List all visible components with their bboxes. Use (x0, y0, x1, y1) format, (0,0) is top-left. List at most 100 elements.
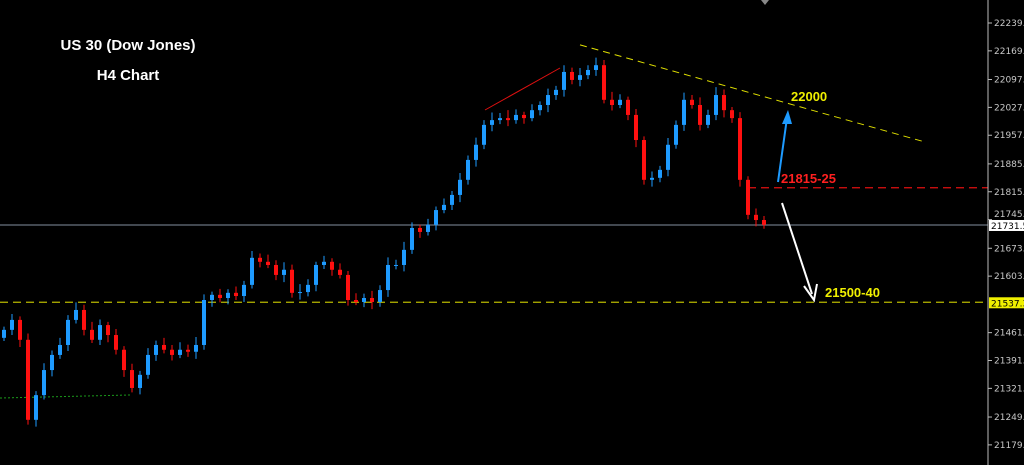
candle (394, 259, 398, 270)
candle (282, 262, 286, 283)
candle-body (42, 370, 46, 396)
target-up-label: 22000 (791, 89, 827, 104)
candle-body (538, 104, 542, 111)
candle (50, 350, 54, 377)
y-tick-label: 21179.0 (994, 441, 1024, 451)
candle (162, 337, 166, 354)
candle-body (410, 227, 414, 250)
candle-body (626, 99, 630, 115)
candle-body (690, 99, 694, 105)
candle-body (546, 95, 550, 105)
candle-body (98, 325, 102, 340)
candle-body (154, 344, 158, 355)
candle-body (610, 99, 614, 105)
candle-body (282, 269, 286, 275)
candle-body (90, 329, 94, 340)
candle-body (122, 349, 126, 371)
candle-body (106, 325, 110, 336)
candle (34, 391, 38, 427)
candle (242, 280, 246, 302)
y-tick-label: 21321.0 (994, 384, 1024, 394)
candle-body (642, 140, 646, 180)
candle (170, 344, 174, 361)
candle-body (698, 104, 702, 125)
candle (530, 104, 534, 122)
candle-body (58, 344, 62, 355)
candle (490, 112, 494, 132)
candle-body (266, 261, 270, 265)
candle (754, 208, 758, 227)
candle (426, 218, 430, 236)
candle-body (650, 177, 654, 180)
candle-body (306, 284, 310, 293)
candle (746, 176, 750, 220)
candle-body (554, 89, 558, 96)
candle (234, 286, 238, 301)
candle-body (522, 114, 526, 119)
candle (42, 363, 46, 400)
candle (370, 290, 374, 310)
trendline-green (0, 394, 131, 399)
candle (434, 206, 438, 231)
candle (10, 313, 14, 336)
candle-body (74, 309, 78, 320)
candle-body (146, 354, 150, 375)
candle-body (426, 224, 430, 232)
candle (90, 321, 94, 343)
candle (514, 109, 518, 124)
candle (18, 316, 22, 347)
candle-body (346, 274, 350, 301)
candle-body (746, 179, 750, 215)
candle-body (178, 349, 182, 355)
candle (154, 340, 158, 361)
candle (762, 216, 766, 229)
candle (642, 136, 646, 185)
candle-body (274, 264, 278, 275)
candle-body (162, 344, 166, 350)
candle-body (290, 269, 294, 293)
candle (290, 264, 294, 298)
candle-body (362, 298, 366, 302)
y-tick-label: 21391.0 (994, 357, 1024, 367)
down-arrow (781, 202, 818, 303)
candle (386, 257, 390, 297)
bid-price-label: 21731.5 (991, 222, 1024, 232)
candle (458, 173, 462, 203)
candle-body (186, 349, 190, 352)
candle (682, 92, 686, 131)
candle-body (706, 114, 710, 125)
candle-body (26, 339, 30, 420)
candle-body (570, 71, 574, 80)
candle-body (418, 227, 422, 232)
scroll-marker-icon[interactable] (761, 0, 769, 5)
candle-body (34, 395, 38, 420)
candle-body (434, 210, 438, 225)
y-tick-label: 22097.0 (994, 76, 1024, 86)
candle-body (498, 118, 502, 121)
candle-body (210, 294, 214, 301)
candle-body (634, 114, 638, 141)
candle (618, 94, 622, 109)
bid-price-tag (989, 219, 1024, 231)
candle-body (218, 294, 222, 299)
candle-body (114, 335, 118, 350)
y-tick-label: 21461.0 (994, 329, 1024, 339)
candle-body (594, 65, 598, 70)
candle (506, 110, 510, 127)
candle-body (226, 292, 230, 299)
candle (218, 288, 222, 303)
candle-body (506, 118, 510, 121)
candle-body (754, 214, 758, 221)
candle (498, 112, 502, 125)
candle (210, 291, 214, 307)
candle (306, 279, 310, 297)
candle (362, 293, 366, 308)
y-tick-label: 21673.0 (994, 244, 1024, 254)
candle-body (82, 309, 86, 330)
candle (442, 198, 446, 214)
candle (674, 120, 678, 149)
candle (298, 284, 302, 300)
candle-body (618, 99, 622, 105)
